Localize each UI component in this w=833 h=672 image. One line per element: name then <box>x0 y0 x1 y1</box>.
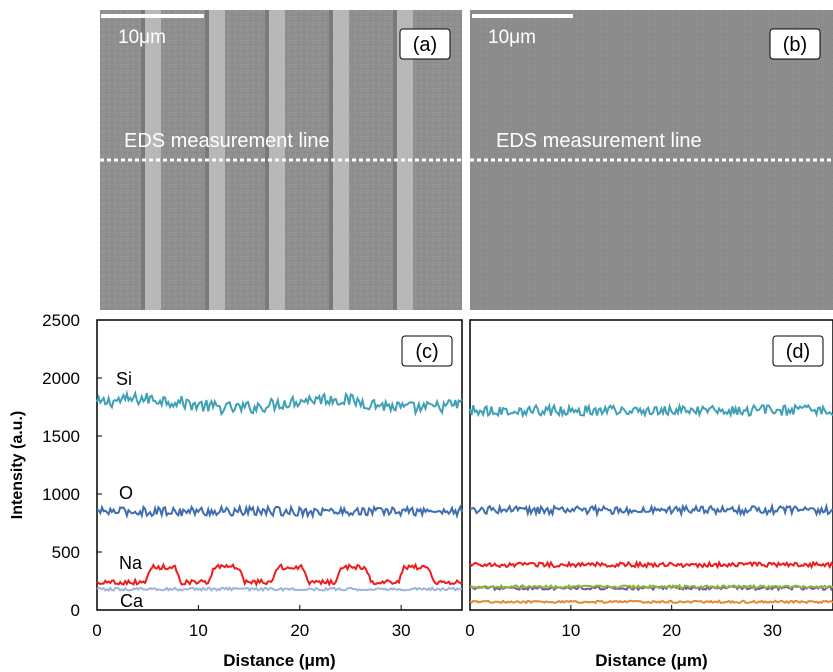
panel-label-box-b <box>769 28 821 60</box>
series-line-si <box>469 402 833 419</box>
sem-stripe <box>209 10 225 310</box>
series-label: Si <box>116 369 132 389</box>
series-label: O <box>119 483 133 503</box>
panel-label: (c) <box>415 341 438 363</box>
x-tick-label: 30 <box>763 621 782 640</box>
x-tick-label: 10 <box>189 621 208 640</box>
measurement-line-text-a: EDS measurement line <box>124 130 330 152</box>
series-line-extra-4 <box>469 583 833 590</box>
plot-frame <box>96 319 463 611</box>
scale-bar-text-a: 10μm <box>118 27 166 48</box>
panel-label-box <box>401 335 453 367</box>
x-tick-label: 0 <box>465 621 474 640</box>
sem-panel-b: 10μm (b) EDS measurement line <box>470 10 833 310</box>
y-tick-label: 2500 <box>42 311 80 330</box>
scale-bar-text-b: 10μm <box>488 27 536 48</box>
x-axis-label: Distance (μm) <box>595 651 707 670</box>
panel-label: (d) <box>786 341 810 363</box>
series-label: Ca <box>120 591 144 611</box>
series-line-na <box>96 562 463 588</box>
y-tick-label: 0 <box>71 601 80 620</box>
x-axis-label: Distance (μm) <box>223 651 335 670</box>
y-axis-label: Intensity (a.u.) <box>9 411 26 519</box>
sem-panel-a: 10μm (a) EDS measurement line <box>100 10 462 310</box>
y-tick-label: 1500 <box>42 427 80 446</box>
x-tick-label: 0 <box>92 621 101 640</box>
sem-stripe-shadow <box>265 10 269 310</box>
x-tick-label: 10 <box>561 621 580 640</box>
series-line-na <box>469 559 833 570</box>
panel-label-box <box>772 335 824 367</box>
series-line-o <box>96 503 463 520</box>
scale-bar-b <box>472 14 573 18</box>
y-tick-label: 2000 <box>42 369 80 388</box>
x-tick-label: 20 <box>290 621 309 640</box>
plot-frame <box>469 319 833 611</box>
x-tick-label: 20 <box>662 621 681 640</box>
series-line-si <box>96 389 463 417</box>
panel-label-box-a <box>399 28 451 60</box>
x-tick-label: 30 <box>392 621 411 640</box>
y-tick-label: 500 <box>52 543 80 562</box>
series-label: Na <box>119 553 143 573</box>
chart-panel-d: (d) 0 10 20 30 Distance (μm) <box>465 319 833 670</box>
panel-label-b: (b) <box>783 34 807 56</box>
chart-panel-c: Si O Na Ca (c) 0 10 20 30 Distance (μm) 0 500 1000 15… <box>9 311 463 670</box>
panel-label-a: (a) <box>413 34 437 56</box>
series-line-extra-5 <box>469 599 833 605</box>
series-line-ca <box>96 586 463 593</box>
scale-bar-a <box>101 14 204 18</box>
y-tick-label: 1000 <box>42 485 80 504</box>
series-line-o <box>469 502 833 519</box>
measurement-line-text-b: EDS measurement line <box>496 130 702 152</box>
